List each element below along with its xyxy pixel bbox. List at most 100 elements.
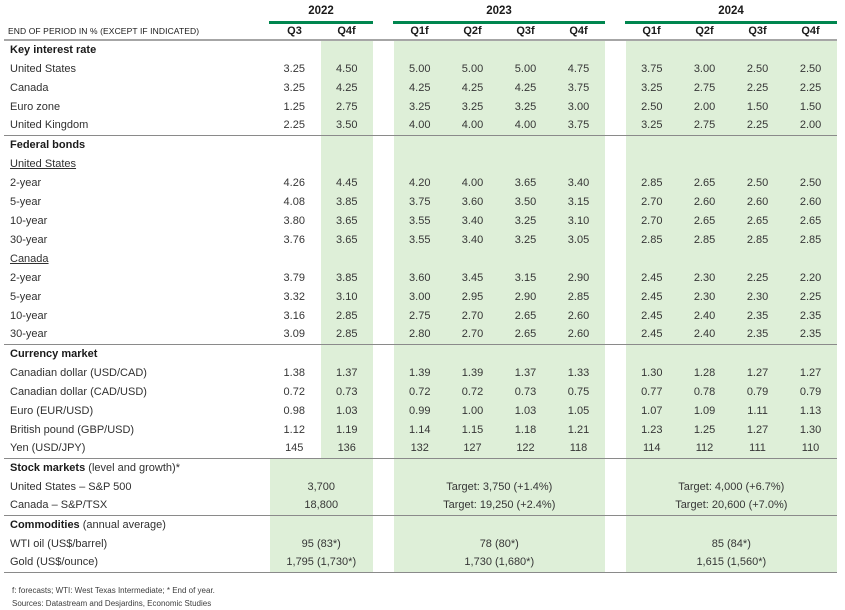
quarter-header: Q4f (784, 22, 838, 41)
value-cell: 1.27 (784, 363, 838, 382)
value-cell: 1.27 (731, 420, 785, 439)
value-cell: 5.00 (446, 59, 499, 78)
value-cell: 3.60 (446, 192, 499, 211)
value-cell: 2.75 (678, 78, 732, 97)
value-cell: 3.25 (499, 211, 552, 230)
value-cell: 3.15 (499, 268, 552, 287)
section-currency-market: Currency market Canadian dollar (USD/CAD)… (4, 344, 838, 458)
section-title: Stock markets (level and growth)* (4, 458, 269, 477)
value-cell: 132 (392, 439, 446, 458)
quarter-header: Q1f (625, 22, 679, 41)
section-stock-markets: Stock markets (level and growth)* United … (4, 458, 838, 515)
column-gap (373, 22, 393, 41)
value-cell: 4.45 (319, 173, 373, 192)
column-gap (605, 344, 625, 363)
value-cell: 110 (784, 439, 838, 458)
column-gap (605, 211, 625, 230)
column-gap (605, 249, 625, 268)
value-cell: 4.75 (552, 59, 606, 78)
column-gap (605, 496, 625, 515)
value-cell: 0.72 (283, 385, 305, 398)
value-cell: 0.99 (392, 401, 446, 420)
column-gap (605, 135, 625, 154)
column-gap (605, 192, 625, 211)
value-cell (269, 249, 320, 268)
value-cell: 4.25 (392, 78, 446, 97)
table-row: 10-year 3.16 2.85 2.75 2.70 2.65 2.60 2.45 2.40 2… (4, 306, 838, 325)
column-gap (373, 192, 393, 211)
value-cell: 2.45 (624, 268, 679, 287)
value-cell (499, 40, 552, 59)
section-key-interest-rate: Key interest rate United States 3.25 4.50 5.… (4, 40, 838, 135)
value-cell: 1.39 (392, 363, 446, 382)
value-cell: Target: 3,750 (+1.4%) (392, 477, 606, 496)
section-title-row: Federal bonds (4, 135, 838, 154)
value-cell: 1.11 (731, 401, 785, 420)
value-cell: 2.40 (678, 325, 732, 344)
row-label: 30-year (10, 328, 48, 341)
value-cell (678, 40, 732, 59)
value-cell (731, 40, 785, 59)
section-commodities: Commodities (annual average) WTI oil (US$… (4, 515, 838, 572)
value-cell: 1.39 (446, 363, 499, 382)
row-label: 30-year (10, 233, 48, 246)
value-cell: 4.00 (446, 116, 499, 135)
value-cell: 1.30 (784, 420, 838, 439)
year-header-2024: 2024 (625, 2, 838, 24)
value-cell: 1.03 (319, 401, 373, 420)
value-cell: 1.21 (552, 420, 606, 439)
value-cell: 2.85 (784, 230, 838, 249)
value-cell (319, 249, 373, 268)
value-cell: 95 (83*) (268, 534, 373, 553)
table-row: Canada 3.25 4.25 4.25 4.25 4.25 3.75 3.25 2.75 2.… (4, 78, 838, 97)
quarter-header: Q3 (269, 22, 320, 41)
quarter-header: Q3f (499, 22, 552, 41)
value-cell (446, 344, 499, 363)
value-cell (319, 344, 373, 363)
section-title-text: Currency market (10, 347, 98, 360)
value-cell: 2.70 (624, 192, 679, 211)
value-cell: 4.50 (319, 59, 373, 78)
value-cell: 1.18 (499, 420, 552, 439)
column-gap (373, 154, 393, 173)
section-title: Commodities (annual average) (4, 515, 269, 534)
row-label: Canada (10, 252, 49, 265)
table-row: Gold (US$/ounce) 1,795 (1,730*) 1,730 (1,6… (4, 553, 838, 572)
value-cell (624, 458, 838, 477)
value-cell: 2.85 (319, 325, 373, 344)
value-cell: 3.25 (446, 97, 499, 116)
column-gap (373, 97, 393, 116)
column-gap (373, 515, 393, 534)
section-title-text: Key interest rate (10, 44, 97, 56)
value-cell: 3.75 (552, 78, 606, 97)
section-title-row: Commodities (annual average) (4, 515, 838, 534)
value-cell (552, 249, 606, 268)
quarter-header: Q3f (731, 22, 785, 41)
table-row: 30-year 3.76 3.65 3.55 3.40 3.25 3.05 2.85 2.85 2… (4, 230, 838, 249)
value-cell: 1.33 (552, 363, 606, 382)
value-cell (392, 344, 446, 363)
value-cell: 4.00 (499, 116, 552, 135)
value-cell: 4.08 (283, 195, 305, 208)
value-cell: 2.50 (731, 59, 785, 78)
value-cell (624, 135, 679, 154)
value-cell (678, 154, 732, 173)
value-cell (392, 249, 446, 268)
column-gap (605, 154, 625, 173)
corner-spacer (4, 2, 269, 22)
value-cell (784, 154, 838, 173)
value-cell: Target: 4,000 (+6.7%) (624, 477, 838, 496)
value-cell: 2.20 (784, 268, 838, 287)
value-cell: 0.73 (319, 382, 373, 401)
value-cell (319, 154, 373, 173)
value-cell (392, 515, 606, 534)
value-cell: 3.79 (283, 271, 305, 284)
value-cell: 3.40 (552, 173, 606, 192)
value-cell (499, 154, 552, 173)
section-title-text: Stock markets (10, 461, 86, 474)
value-cell: 2.35 (731, 325, 785, 344)
table-row: Yen (USD/JPY) 145 136 132 127 122 118 114 112 111… (4, 439, 838, 458)
quarter-header: Q1f (393, 22, 446, 41)
value-cell: 2.25 (731, 78, 785, 97)
section-title-note: (level and growth)* (85, 461, 180, 474)
